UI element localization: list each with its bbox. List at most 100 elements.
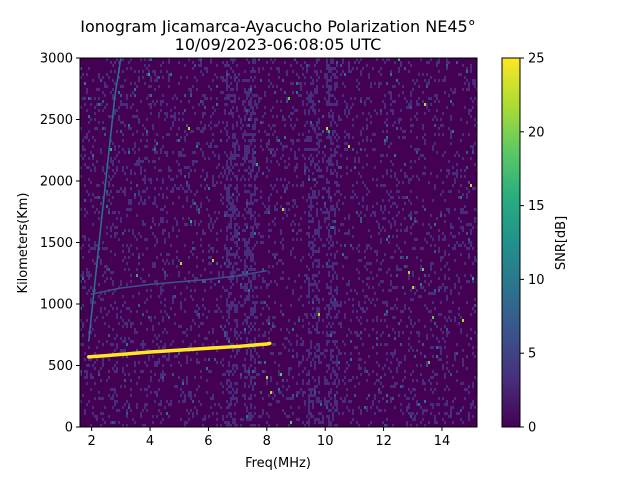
heatmap-cell: [246, 406, 248, 409]
heatmap-cell: [376, 319, 378, 322]
heatmap-cell: [140, 415, 142, 418]
heatmap-cell: [470, 70, 472, 73]
heatmap-cell: [162, 217, 164, 220]
heatmap-cell: [232, 349, 234, 352]
heatmap-cell: [232, 265, 234, 268]
heatmap-cell: [232, 238, 234, 241]
heatmap-cell: [168, 133, 170, 136]
heatmap-cell: [360, 331, 362, 334]
heatmap-cell: [312, 193, 314, 196]
x-tick-label: 2: [88, 434, 96, 449]
heatmap-cell: [318, 127, 320, 130]
echo-trace: [87, 341, 272, 359]
heatmap-cell: [298, 406, 300, 409]
heatmap-cell: [252, 301, 254, 304]
heatmap-cell: [410, 322, 412, 325]
heatmap-cell: [386, 112, 388, 115]
heatmap-cell: [84, 148, 86, 151]
heatmap-cell: [328, 187, 330, 190]
heatmap-cell: [90, 298, 92, 301]
heatmap-cell: [390, 223, 392, 226]
heatmap-cell: [250, 199, 252, 202]
heatmap-cell: [228, 391, 230, 394]
heatmap-cell: [214, 154, 216, 157]
heatmap-cell: [318, 349, 320, 352]
colorbar: [501, 57, 521, 428]
heatmap-cell: [328, 181, 330, 184]
heatmap-cell: [160, 151, 162, 154]
heatmap-cell: [186, 334, 188, 337]
heatmap-cell: [254, 163, 256, 166]
heatmap-cell: [470, 337, 472, 340]
heatmap-cell: [338, 367, 340, 370]
heatmap-cell: [276, 178, 278, 181]
heatmap-cell: [392, 100, 394, 103]
heatmap-cell: [222, 364, 224, 367]
heatmap-cell: [250, 169, 252, 172]
heatmap-cell: [422, 268, 424, 271]
heatmap-cell: [394, 220, 396, 223]
heatmap-cell: [124, 79, 126, 82]
heatmap-cell: [430, 376, 432, 379]
heatmap-cell: [152, 355, 154, 358]
heatmap-cell: [288, 349, 290, 352]
heatmap-cell: [238, 154, 240, 157]
heatmap-cell: [82, 343, 84, 346]
heatmap-cell: [402, 181, 404, 184]
heatmap-cell: [332, 58, 334, 61]
heatmap-cell: [466, 232, 468, 235]
heatmap-cell: [448, 127, 450, 130]
heatmap-cell: [270, 361, 272, 364]
heatmap-cell: [290, 343, 292, 346]
heatmap-cell: [246, 91, 248, 94]
heatmap-cell: [332, 118, 334, 121]
heatmap-cell: [80, 154, 82, 157]
heatmap-cell: [254, 103, 256, 106]
heatmap-cell: [332, 406, 334, 409]
heatmap-cell: [316, 298, 318, 301]
heatmap-cell: [170, 364, 172, 367]
heatmap-cell: [310, 415, 312, 418]
heatmap-cell: [328, 91, 330, 94]
heatmap-cell: [164, 271, 166, 274]
heatmap-cell: [332, 244, 334, 247]
heatmap-cell: [388, 193, 390, 196]
heatmap-cell: [348, 64, 350, 67]
heatmap-cell: [306, 103, 308, 106]
heatmap-cell: [450, 310, 452, 313]
heatmap-cell: [312, 394, 314, 397]
heatmap-cell: [432, 376, 434, 379]
heatmap-cell: [466, 121, 468, 124]
heatmap-cell: [238, 232, 240, 235]
heatmap-cell: [396, 178, 398, 181]
heatmap-cell: [236, 76, 238, 79]
heatmap-cell: [156, 361, 158, 364]
heatmap-cell: [386, 118, 388, 121]
heatmap-cell: [334, 250, 336, 253]
heatmap-cell: [366, 409, 368, 412]
heatmap-cell: [326, 388, 328, 391]
heatmap-cell: [190, 250, 192, 253]
heatmap-cell: [106, 247, 108, 250]
heatmap-cell: [224, 172, 226, 175]
heatmap-cell: [250, 91, 252, 94]
heatmap-cell: [234, 73, 236, 76]
heatmap-cell: [306, 121, 308, 124]
heatmap-cell: [328, 163, 330, 166]
heatmap-cell: [414, 394, 416, 397]
heatmap-cell: [296, 157, 298, 160]
heatmap-cell: [94, 319, 96, 322]
heatmap-cell: [168, 73, 170, 76]
heatmap-cell: [234, 424, 236, 427]
heatmap-cell: [438, 148, 440, 151]
heatmap-cell: [162, 346, 164, 349]
heatmap-cell: [344, 397, 346, 400]
heatmap-cell: [116, 58, 118, 61]
heatmap-cell: [136, 163, 138, 166]
heatmap-cell: [334, 154, 336, 157]
heatmap-cell: [244, 367, 246, 370]
heatmap-cell: [82, 97, 84, 100]
heatmap-cell: [342, 292, 344, 295]
heatmap-cell: [318, 319, 320, 322]
heatmap-cell: [300, 217, 302, 220]
